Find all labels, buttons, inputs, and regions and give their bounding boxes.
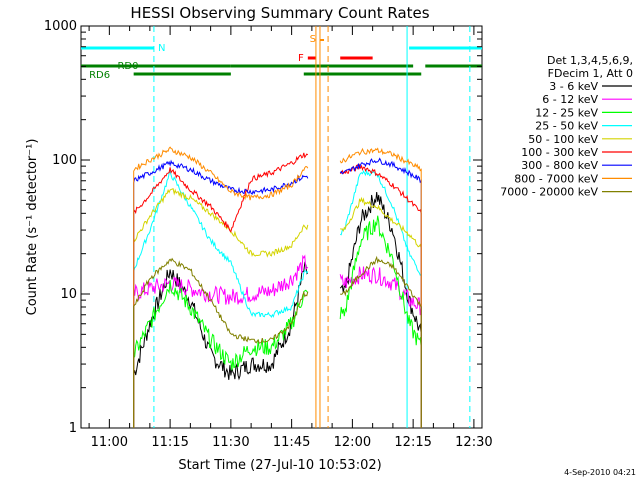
y-tick-label: 1000	[44, 19, 77, 34]
legend-header: Det 1,3,4,5,6,9,	[547, 54, 633, 67]
s-label: S	[310, 34, 316, 45]
rd0-label: RD0	[117, 61, 138, 72]
n-label: N	[158, 43, 165, 54]
legend-entry-label: 12 - 25 keV	[535, 106, 598, 119]
footer-date: 4-Sep-2010 04:21	[564, 468, 636, 477]
x-tick-label: 12:00	[334, 435, 371, 450]
series-line	[133, 157, 422, 428]
annotation-layer: N RD0 RD6 FS	[81, 34, 482, 81]
x-axis-label: Start Time (27-Jul-10 10:53:02)	[178, 458, 381, 473]
series-layer	[133, 146, 422, 428]
y-tick-label: 1	[69, 421, 77, 436]
legend-entry-label: 7000 - 20000 keV	[500, 186, 598, 199]
legend-header: FDecim 1, Att 0	[548, 67, 633, 80]
x-tick-label: 11:15	[151, 435, 188, 450]
series-line	[133, 254, 422, 428]
series-line	[133, 255, 422, 428]
legend-entry-label: 800 - 7000 keV	[514, 172, 598, 185]
x-tick-label: 11:45	[273, 435, 310, 450]
plot-frame	[80, 25, 483, 429]
y-axis-label: Count Rate (s⁻¹ detector⁻¹)	[25, 139, 40, 316]
series-line	[133, 215, 422, 428]
y-axis: 1 10 100 1000	[44, 19, 482, 436]
legend: Det 1,3,4,5,6,9,FDecim 1, Att 03 - 6 keV…	[500, 54, 633, 199]
y-tick-label: 100	[52, 153, 77, 168]
y-tick-label: 10	[60, 287, 77, 302]
legend-entry-label: 300 - 800 keV	[521, 159, 598, 172]
time-markers	[153, 26, 471, 428]
x-axis: 11:00 11:15 11:30 11:45 12:00 12:15 12:30	[88, 26, 493, 450]
legend-entry-label: 25 - 50 keV	[535, 120, 598, 133]
legend-entry-label: 3 - 6 keV	[549, 80, 598, 93]
series-line	[133, 191, 422, 428]
x-tick-label: 11:00	[91, 435, 128, 450]
legend-entry-label: 100 - 300 keV	[521, 146, 598, 159]
f-label: F	[298, 53, 304, 64]
series-line	[133, 188, 422, 428]
x-tick-label: 12:15	[394, 435, 431, 450]
legend-entry-label: 6 - 12 keV	[542, 93, 598, 106]
x-tick-label: 12:30	[455, 435, 492, 450]
legend-entry-label: 50 - 100 keV	[528, 133, 598, 146]
chart-title: HESSI Observing Summary Count Rates	[130, 4, 429, 22]
x-tick-label: 11:30	[212, 435, 249, 450]
series-line	[133, 169, 422, 428]
rd6-label: RD6	[89, 70, 110, 81]
series-line	[133, 146, 422, 428]
